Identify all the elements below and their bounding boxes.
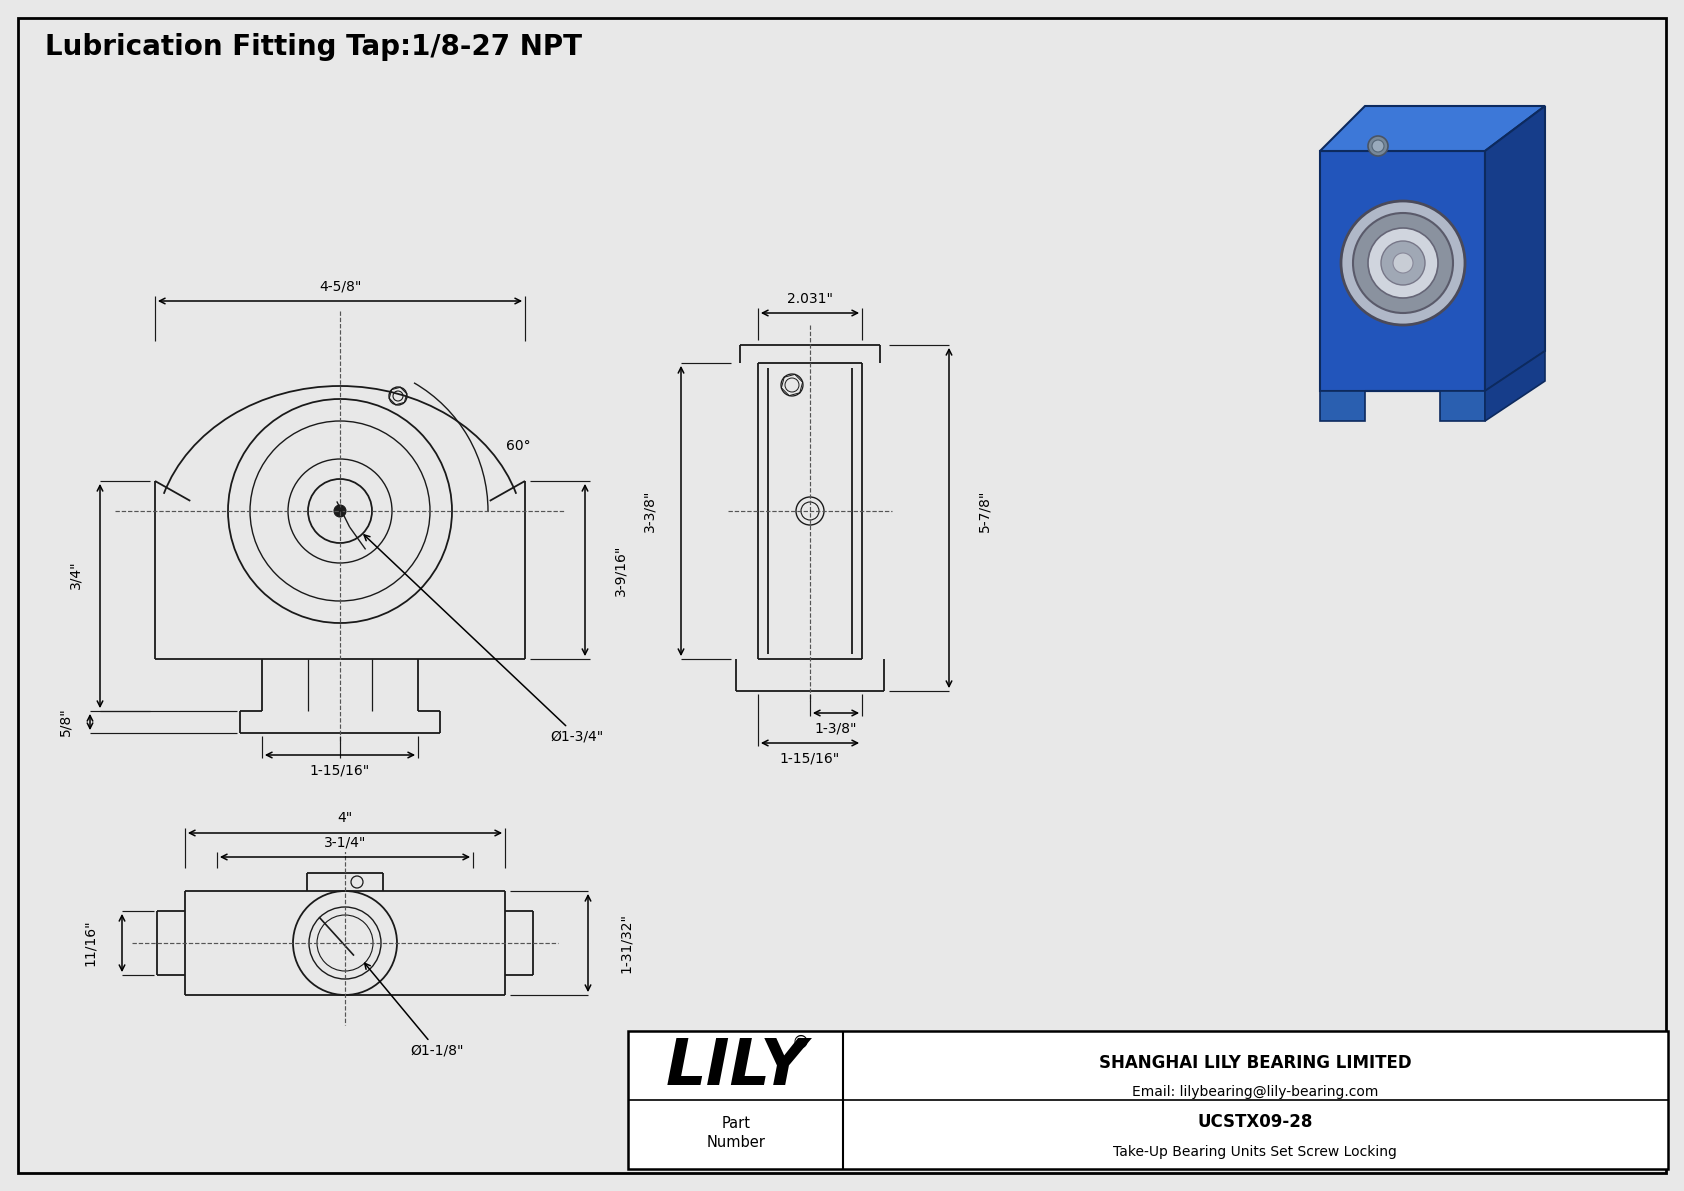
Text: ®: ®	[791, 1034, 808, 1052]
Polygon shape	[1320, 151, 1485, 391]
Text: Part
Number: Part Number	[707, 1116, 766, 1151]
Text: Ø1-3/4": Ø1-3/4"	[364, 535, 603, 743]
Text: 5-7/8": 5-7/8"	[977, 490, 990, 532]
Polygon shape	[1320, 106, 1544, 151]
Circle shape	[1352, 213, 1453, 313]
Text: Lubrication Fitting Tap:1/8-27 NPT: Lubrication Fitting Tap:1/8-27 NPT	[45, 33, 583, 61]
Text: 1-31/32": 1-31/32"	[620, 913, 633, 973]
Text: LILY: LILY	[665, 1036, 807, 1098]
Polygon shape	[1440, 391, 1485, 420]
Text: SHANGHAI LILY BEARING LIMITED: SHANGHAI LILY BEARING LIMITED	[1098, 1054, 1411, 1072]
Text: 1-15/16": 1-15/16"	[310, 763, 370, 778]
Text: Ø1-1/8": Ø1-1/8"	[365, 964, 463, 1056]
Circle shape	[1381, 241, 1425, 285]
Text: 2.031": 2.031"	[786, 292, 834, 306]
Text: 3-9/16": 3-9/16"	[613, 544, 626, 596]
Polygon shape	[1320, 391, 1366, 420]
Circle shape	[1372, 141, 1384, 152]
Text: 11/16": 11/16"	[83, 919, 98, 966]
Text: Take-Up Bearing Units Set Screw Locking: Take-Up Bearing Units Set Screw Locking	[1113, 1146, 1398, 1160]
Text: UCSTX09-28: UCSTX09-28	[1197, 1114, 1314, 1131]
Text: 4": 4"	[337, 811, 352, 825]
Circle shape	[1367, 227, 1438, 298]
Text: 1-3/8": 1-3/8"	[815, 721, 857, 735]
Text: 60°: 60°	[505, 439, 530, 453]
Text: 3-3/8": 3-3/8"	[642, 490, 657, 532]
Text: Email: lilybearing@lily-bearing.com: Email: lilybearing@lily-bearing.com	[1132, 1085, 1378, 1099]
Text: 3/4": 3/4"	[67, 561, 83, 590]
Text: 1-15/16": 1-15/16"	[780, 752, 840, 766]
Bar	[628, 1031, 1667, 1170]
Circle shape	[333, 505, 345, 517]
Text: 5/8": 5/8"	[57, 707, 72, 736]
Polygon shape	[1485, 106, 1544, 391]
Circle shape	[1367, 136, 1388, 156]
Polygon shape	[1485, 351, 1544, 420]
Text: 4-5/8": 4-5/8"	[318, 280, 360, 294]
Circle shape	[1393, 252, 1413, 273]
Circle shape	[1340, 201, 1465, 325]
Text: 3-1/4": 3-1/4"	[323, 836, 365, 850]
